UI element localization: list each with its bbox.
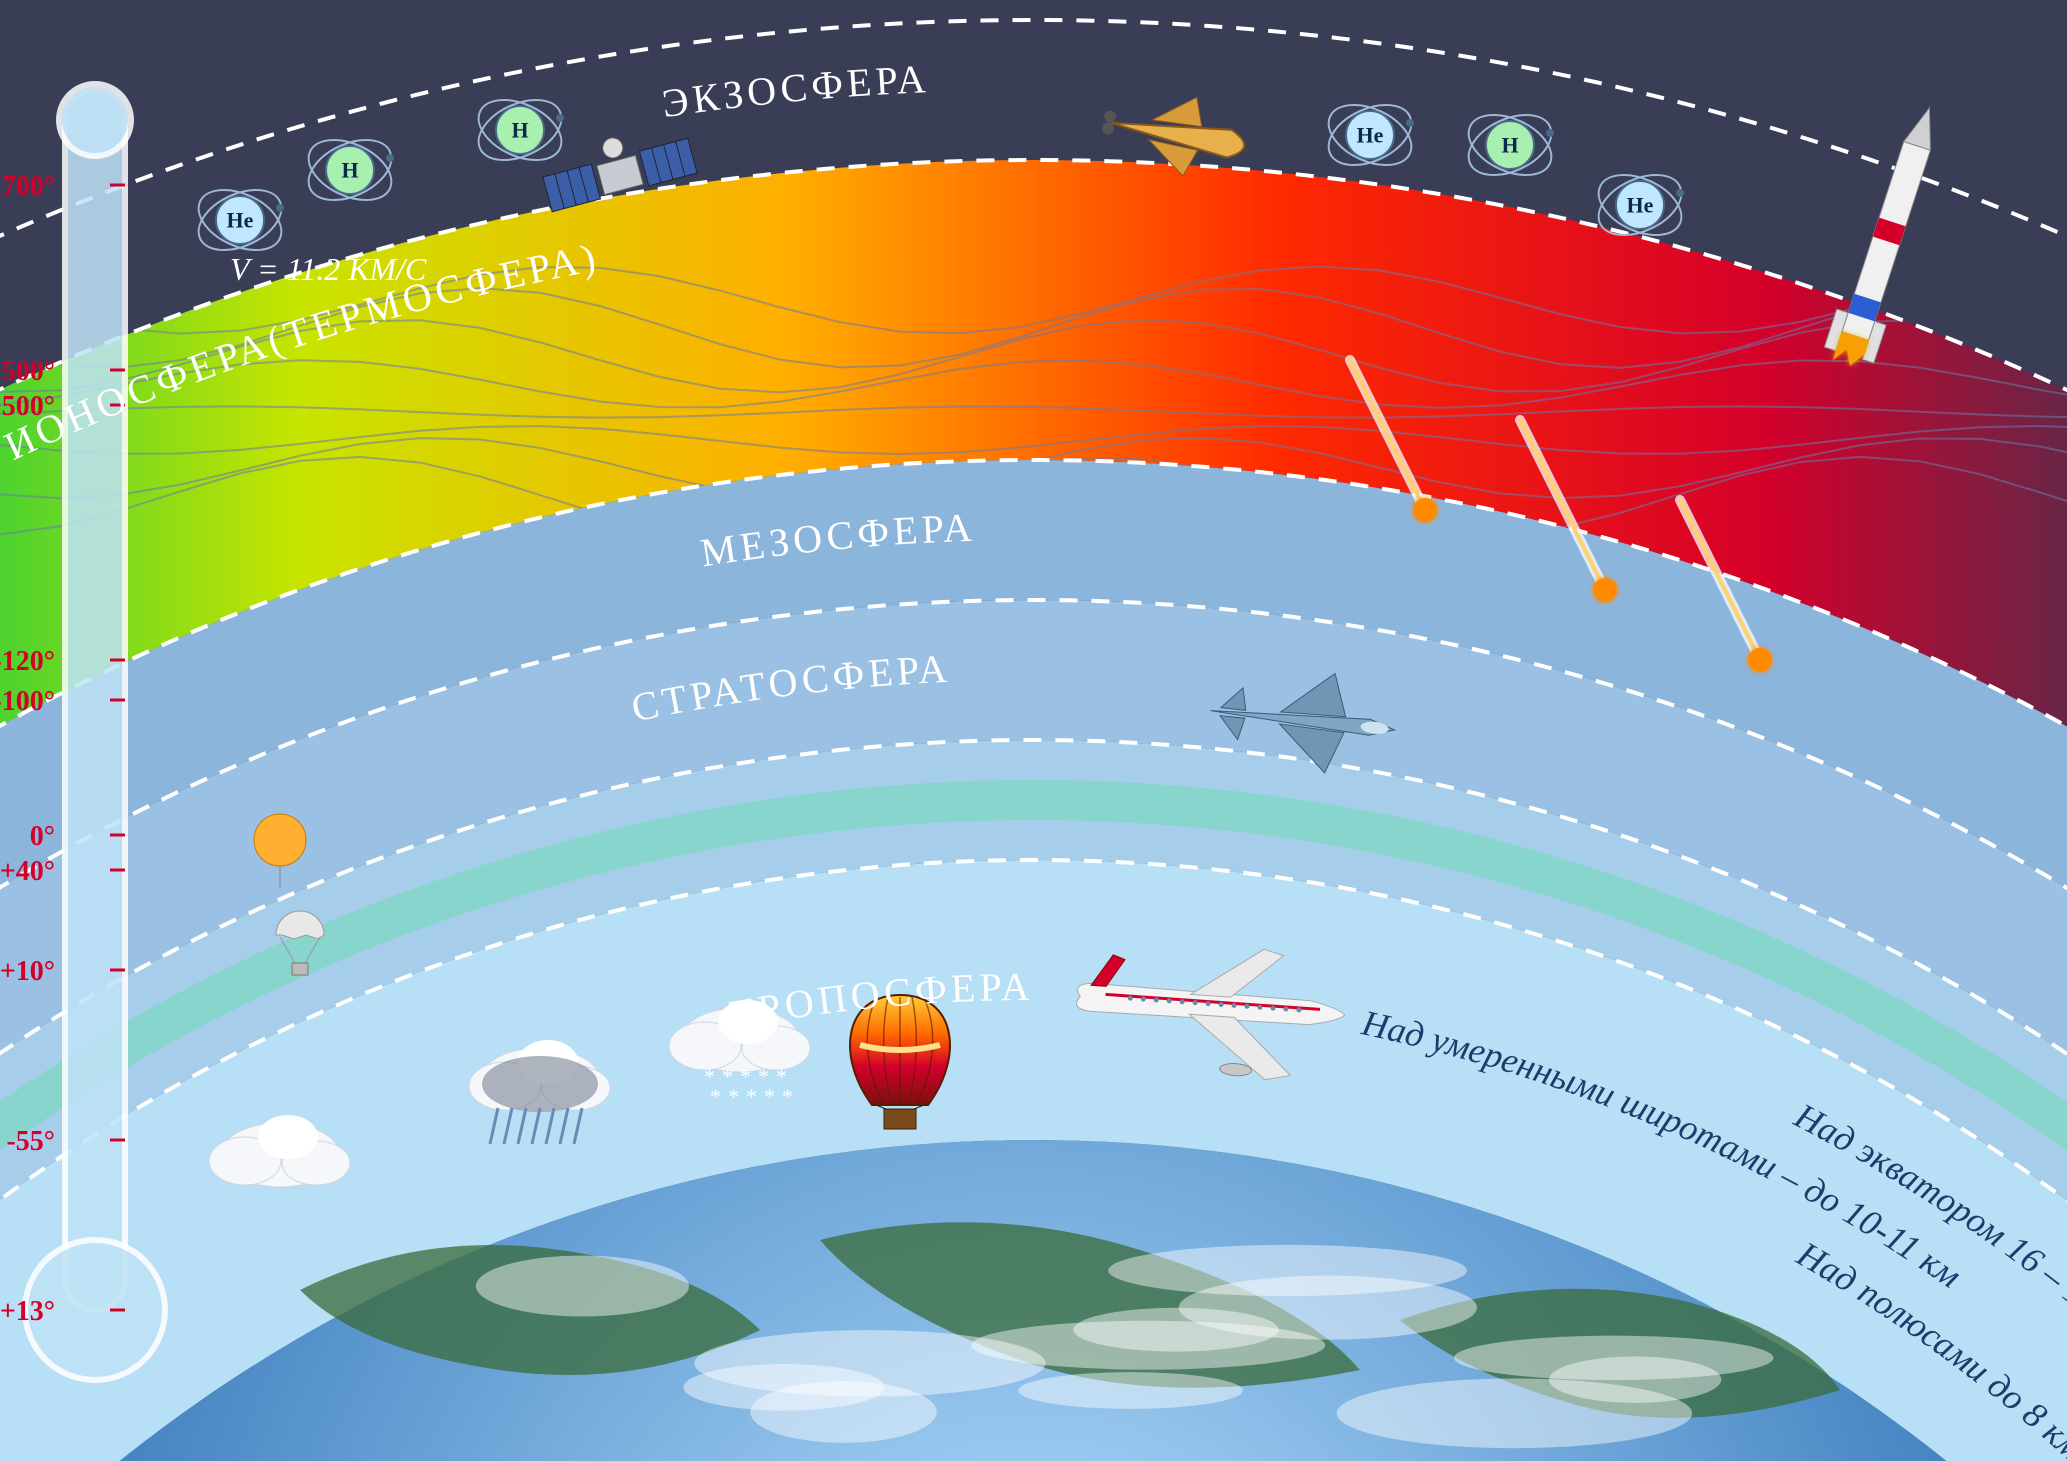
temp-label-3: -120°: [0, 646, 55, 677]
temp-label-6: +40°: [0, 856, 55, 887]
svg-text:*: *: [728, 1084, 739, 1109]
svg-text:*: *: [746, 1084, 757, 1109]
svg-text:*: *: [764, 1084, 775, 1109]
atom-symbol: He: [227, 208, 254, 233]
temp-label-9: +13°: [0, 1296, 55, 1327]
atom-symbol: He: [1357, 123, 1384, 148]
earth-cloud: [1018, 1372, 1242, 1409]
temp-label-7: +10°: [0, 956, 55, 987]
svg-text:*: *: [782, 1084, 793, 1109]
temp-label-4: -100°: [0, 686, 55, 717]
earth-cloud: [1337, 1378, 1692, 1448]
earth-cloud: [476, 1256, 689, 1317]
temp-label-0: +1700°: [0, 171, 55, 202]
thermometer-top: [59, 84, 131, 156]
temp-label-8: -55°: [6, 1126, 55, 1157]
temp-label-1: +500°: [0, 356, 55, 387]
atom-symbol: H: [1501, 133, 1518, 158]
earth-cloud: [971, 1321, 1325, 1370]
atmosphere-diagram: +1700°+500°+500°-120°-100°0°+40°+10°-55°…: [0, 0, 2067, 1461]
atom-symbol: He: [1627, 193, 1654, 218]
diagram-svg: +1700°+500°+500°-120°-100°0°+40°+10°-55°…: [0, 0, 2067, 1461]
temp-label-5: 0°: [30, 821, 55, 852]
escape-velocity: V = 11.2 КМ/С: [230, 251, 427, 287]
svg-text:*: *: [710, 1084, 721, 1109]
atom-symbol: H: [341, 158, 358, 183]
atom-symbol: H: [511, 118, 528, 143]
earth-cloud: [684, 1364, 885, 1411]
